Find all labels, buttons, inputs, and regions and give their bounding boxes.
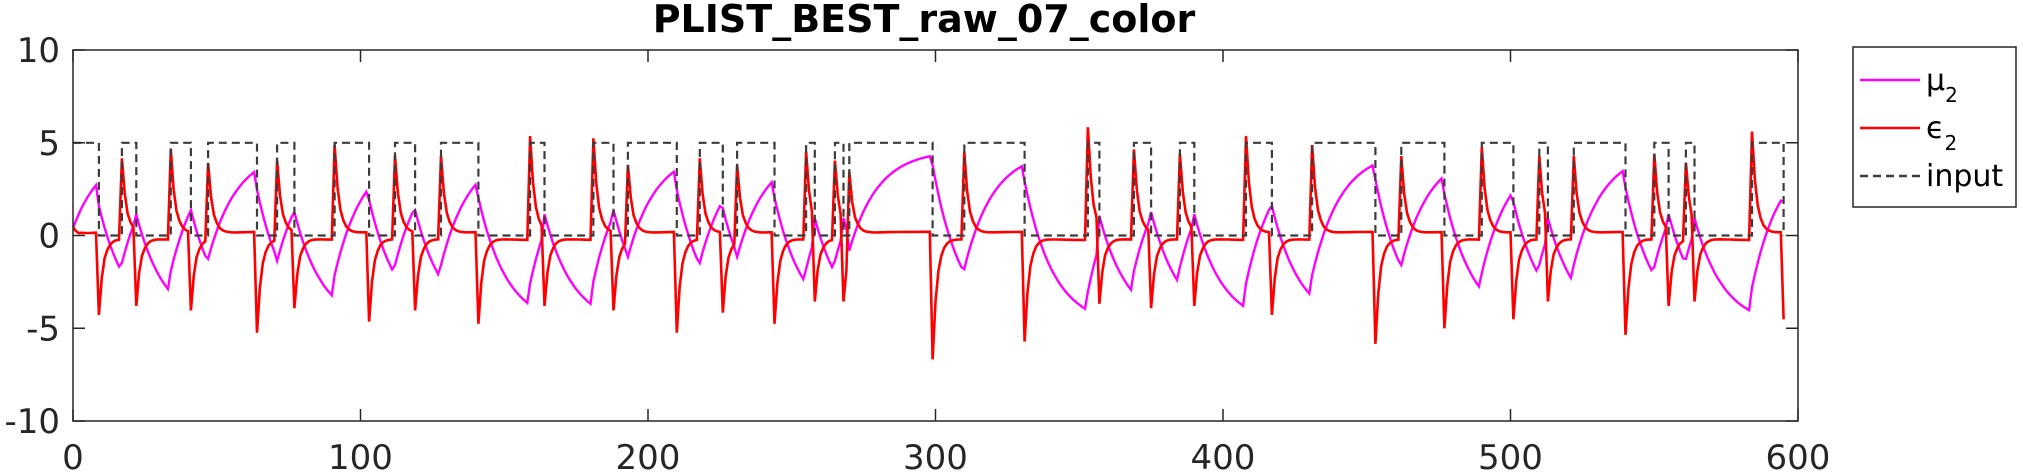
y-tick-label: 10: [17, 31, 60, 71]
y-tick-label: 5: [38, 124, 60, 164]
y-tick-label: 0: [38, 217, 60, 257]
x-tick-label: 100: [328, 438, 393, 472]
legend-label: μ2: [1926, 63, 1958, 107]
legend-label-sub: 2: [1945, 83, 1958, 107]
legend-label: input: [1926, 159, 2003, 194]
y-tick-label: -5: [26, 309, 60, 349]
x-tick-label: 300: [903, 438, 968, 472]
legend-label: ϵ2: [1926, 111, 1957, 155]
series-layer: [73, 127, 1785, 360]
legend-label-main: μ: [1926, 63, 1945, 98]
series-eps2-line: [73, 127, 1785, 360]
legend-label-main: ϵ: [1926, 111, 1944, 146]
x-tick-label: 0: [62, 438, 84, 472]
y-tick-label: -10: [4, 402, 60, 442]
chart-title: PLIST_BEST_raw_07_color: [653, 0, 1196, 41]
x-tick-label: 500: [1478, 438, 1543, 472]
x-tick-label: 600: [1766, 438, 1831, 472]
plot-area: 0 100 200 300 400 500 600 10 5 0 -5 -10: [4, 31, 1830, 472]
x-tick-label: 400: [1191, 438, 1256, 472]
legend-label-sub: 2: [1944, 131, 1957, 155]
legend-label-main: input: [1926, 159, 2003, 194]
series-mu2-line: [73, 154, 1785, 313]
tick-layer: 0 100 200 300 400 500 600 10 5 0 -5 -10: [4, 31, 1830, 472]
series-input-line: [73, 141, 1785, 237]
x-tick-label: 200: [616, 438, 681, 472]
